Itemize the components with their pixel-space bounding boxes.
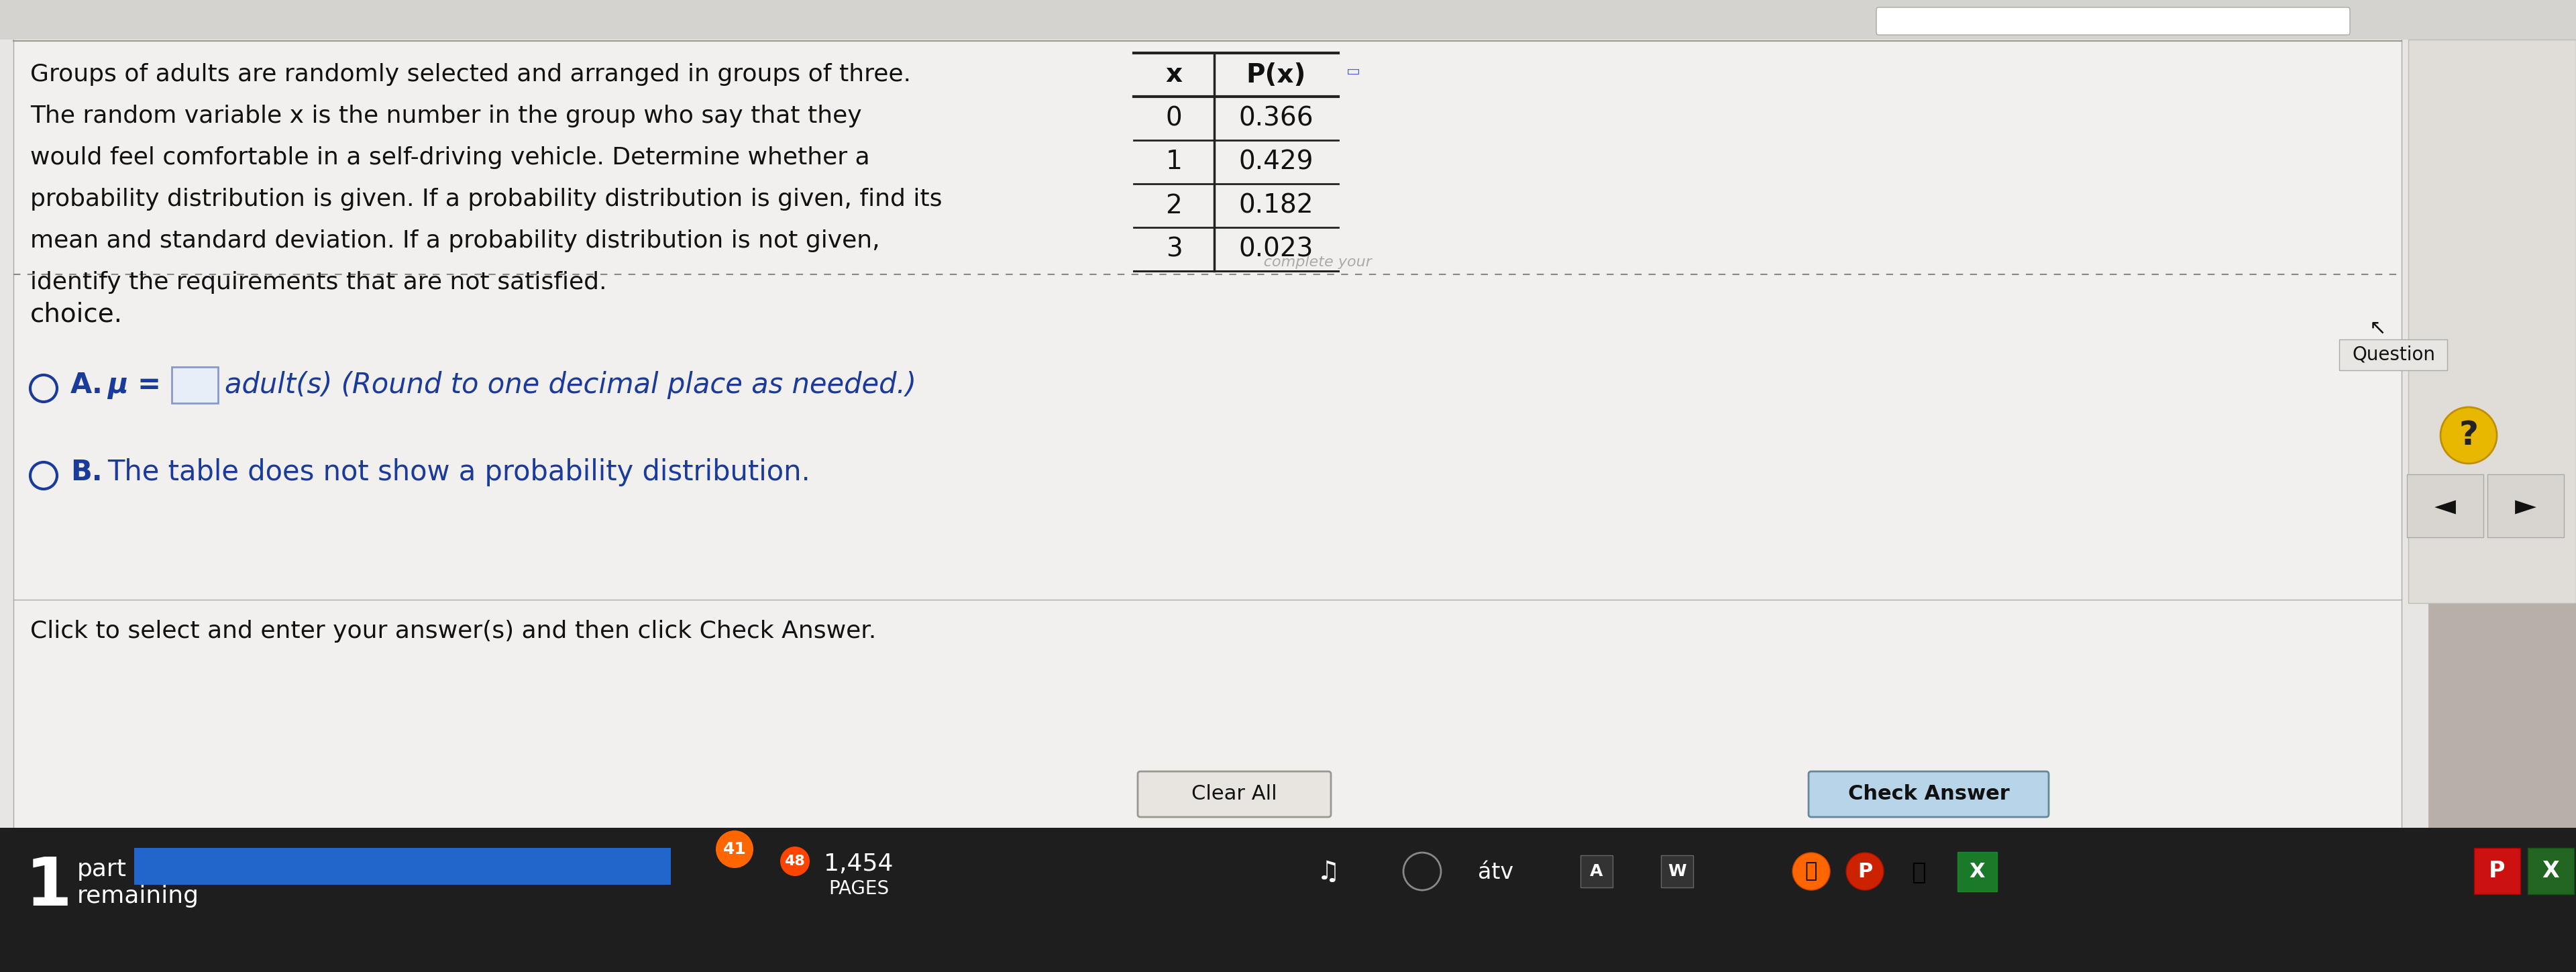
Text: mean and standard deviation. If a probability distribution is not given,: mean and standard deviation. If a probab… [31,229,881,252]
Text: ↖: ↖ [2370,318,2385,337]
Text: P: P [1857,861,1873,881]
Text: Clear All: Clear All [1193,784,1278,804]
FancyBboxPatch shape [1582,855,1613,887]
Circle shape [1793,852,1829,890]
Text: ◄: ◄ [2434,492,2455,520]
Text: 0.023: 0.023 [1239,236,1314,261]
Text: 🦊: 🦊 [1806,861,1819,881]
Text: ►: ► [2514,492,2537,520]
Text: átv: átv [1479,861,1515,884]
Text: Click to select and enter your answer(s) and then click Check Answer.: Click to select and enter your answer(s)… [31,620,876,642]
Text: choice.: choice. [31,301,124,327]
Text: μ =: μ = [108,371,160,399]
FancyBboxPatch shape [2488,474,2563,538]
FancyBboxPatch shape [1958,851,1996,891]
Text: 0.182: 0.182 [1239,192,1314,219]
FancyBboxPatch shape [1139,772,1332,817]
FancyBboxPatch shape [2527,848,2573,894]
Text: 2: 2 [1167,192,1182,219]
FancyBboxPatch shape [0,0,2429,838]
Text: ▭: ▭ [1347,65,1360,78]
Text: Groups of adults are randomly selected and arranged in groups of three.: Groups of adults are randomly selected a… [31,63,912,86]
Text: P(x): P(x) [1247,62,1306,87]
FancyBboxPatch shape [0,828,2576,972]
Text: 1: 1 [26,854,72,920]
Text: 0.429: 0.429 [1239,150,1314,175]
Text: probability distribution is given. If a probability distribution is given, find : probability distribution is given. If a … [31,188,943,211]
Text: 48: 48 [786,854,806,868]
FancyBboxPatch shape [0,0,2576,40]
Text: adult(s) (Round to one decimal place as needed.): adult(s) (Round to one decimal place as … [224,371,917,399]
FancyBboxPatch shape [2409,40,2576,603]
Text: part: part [77,858,126,881]
Text: Question: Question [2352,345,2434,364]
Text: A: A [1589,863,1602,880]
Text: remaining: remaining [77,885,198,908]
Text: 0.366: 0.366 [1239,106,1314,131]
Text: 1: 1 [1164,150,1182,175]
Text: X: X [1968,861,1986,881]
Text: A.: A. [70,371,103,399]
FancyBboxPatch shape [134,848,670,885]
FancyBboxPatch shape [2406,474,2483,538]
Text: 3: 3 [1167,236,1182,261]
Circle shape [2439,407,2496,464]
Circle shape [1847,852,1883,890]
Text: x: x [1164,62,1182,87]
FancyBboxPatch shape [173,367,219,403]
Text: complete your: complete your [1043,256,1370,269]
Text: would feel comfortable in a self-driving vehicle. Determine whether a: would feel comfortable in a self-driving… [31,146,871,169]
Circle shape [716,830,752,868]
Text: ♫: ♫ [1316,859,1340,885]
Text: The random variable x is the number in the group who say that they: The random variable x is the number in t… [31,105,863,127]
Circle shape [781,847,809,876]
Text: 1,454: 1,454 [824,852,894,876]
Text: ?: ? [2460,419,2478,451]
Text: PAGES: PAGES [829,880,889,898]
Text: X: X [2543,859,2558,882]
FancyBboxPatch shape [1875,8,2349,35]
Text: 🖼: 🖼 [1911,861,1927,885]
Text: identify the requirements that are not satisfied.: identify the requirements that are not s… [31,271,608,294]
FancyBboxPatch shape [2473,848,2519,894]
Text: Check Answer: Check Answer [1847,784,2009,804]
FancyBboxPatch shape [0,0,41,838]
Text: P: P [2488,859,2504,882]
Text: The table does not show a probability distribution.: The table does not show a probability di… [108,458,811,486]
FancyBboxPatch shape [2339,339,2447,370]
Text: B.: B. [70,458,103,486]
Text: 41: 41 [724,841,747,857]
FancyBboxPatch shape [1808,772,2048,817]
FancyBboxPatch shape [1662,855,1692,887]
Text: 0: 0 [1167,106,1182,131]
Text: W: W [1667,863,1687,880]
FancyBboxPatch shape [13,13,2401,831]
